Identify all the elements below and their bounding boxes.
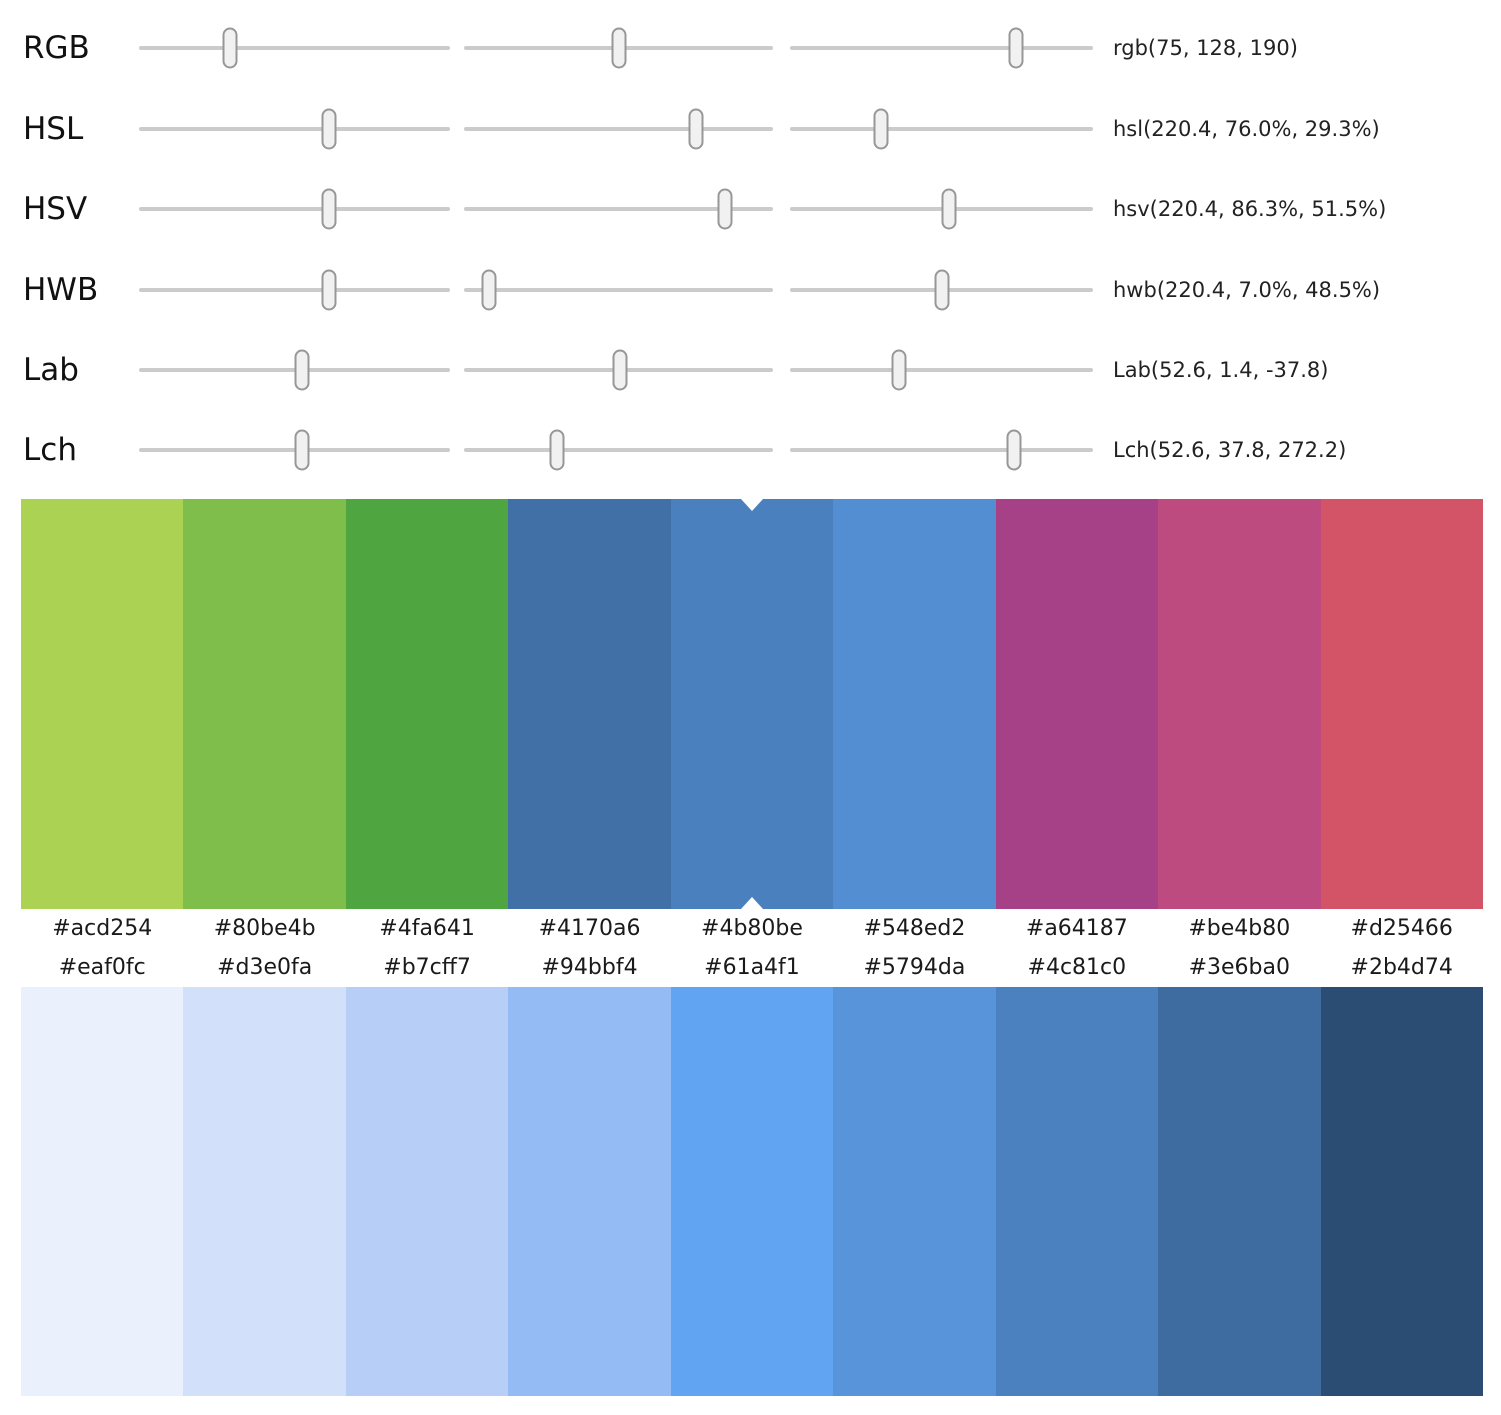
hex-label: #61a4f1 bbox=[704, 955, 800, 980]
slider-row-hwb: HWB hwb(220.4, 7.0%, 48.5%) bbox=[0, 265, 1501, 315]
hex-label: #3e6ba0 bbox=[1188, 955, 1290, 980]
rgb-red-slider-handle[interactable] bbox=[222, 27, 238, 69]
lch-c-slider-track[interactable] bbox=[464, 429, 773, 471]
hex-label: #4170a6 bbox=[538, 915, 641, 941]
hsv-saturation-slider-handle[interactable] bbox=[717, 188, 733, 230]
slider-row-hsl: HSL hsl(220.4, 76.0%, 29.3%) bbox=[0, 104, 1501, 154]
lch-c-slider-handle[interactable] bbox=[549, 429, 565, 471]
lch-h-slider-track[interactable] bbox=[790, 429, 1093, 471]
selected-swatch-marker-top-icon bbox=[740, 499, 763, 511]
palette-bottom-swatch-7[interactable] bbox=[1158, 987, 1321, 1396]
palette-top-swatch-7[interactable] bbox=[1158, 499, 1321, 909]
hsl-lightness-slider-handle[interactable] bbox=[873, 108, 889, 150]
hex-label: #acd254 bbox=[52, 915, 153, 941]
hsl-hue-slider-track[interactable] bbox=[139, 108, 450, 150]
hex-label: #a64187 bbox=[1025, 915, 1128, 941]
palette-top-swatch-6[interactable] bbox=[995, 499, 1159, 909]
slider-row-lab: Lab Lab(52.6, 1.4, -37.8) bbox=[0, 345, 1501, 395]
hex-label: #548ed2 bbox=[863, 915, 966, 941]
hsl-lightness-slider-track[interactable] bbox=[790, 108, 1093, 150]
hex-label: #4b80be bbox=[701, 915, 803, 941]
lab-row-label: Lab bbox=[23, 352, 79, 388]
hwb-hue-slider-handle[interactable] bbox=[321, 269, 337, 311]
hsv-saturation-slider-track[interactable] bbox=[464, 188, 773, 230]
palette-bottom-swatch-5[interactable] bbox=[833, 987, 996, 1396]
hex-label: #2b4d74 bbox=[1350, 955, 1453, 980]
shade-palette-hex-labels: #eaf0fc #d3e0fa #b7cff7 #94bbf4 #61a4f1 … bbox=[21, 948, 1483, 987]
lch-l-slider-track[interactable] bbox=[139, 429, 450, 471]
hsv-value-slider-track[interactable] bbox=[790, 188, 1093, 230]
lab-value-text: Lab(52.6, 1.4, -37.8) bbox=[1113, 358, 1329, 382]
rgb-value-text: rgb(75, 128, 190) bbox=[1113, 36, 1298, 60]
palette-top-swatch-0[interactable] bbox=[21, 499, 184, 909]
rgb-blue-slider-track[interactable] bbox=[790, 27, 1093, 69]
lab-b-slider-handle[interactable] bbox=[891, 349, 907, 391]
rgb-red-slider-track[interactable] bbox=[139, 27, 450, 69]
hsv-row-label: HSV bbox=[23, 191, 88, 227]
hwb-value-text: hwb(220.4, 7.0%, 48.5%) bbox=[1113, 278, 1381, 302]
hsl-value-text: hsl(220.4, 76.0%, 29.3%) bbox=[1113, 117, 1380, 141]
hsv-hue-slider-track[interactable] bbox=[139, 188, 450, 230]
lab-a-slider-track[interactable] bbox=[464, 349, 773, 391]
rgb-green-slider-track[interactable] bbox=[464, 27, 773, 69]
palette-bottom-swatch-4[interactable] bbox=[670, 987, 834, 1396]
hwb-whiteness-slider-handle[interactable] bbox=[481, 269, 497, 311]
hwb-whiteness-slider-track[interactable] bbox=[464, 269, 773, 311]
palette-top-swatch-5[interactable] bbox=[833, 499, 996, 909]
rgb-green-slider-handle[interactable] bbox=[611, 27, 627, 69]
hue-palette-hex-labels: #acd254 #80be4b #4fa641 #4170a6 #4b80be … bbox=[21, 908, 1483, 948]
hsv-value-slider-handle[interactable] bbox=[941, 188, 957, 230]
lch-h-slider-handle[interactable] bbox=[1006, 429, 1022, 471]
hsl-row-label: HSL bbox=[23, 111, 84, 147]
hex-label: #eaf0fc bbox=[58, 955, 146, 980]
hsl-saturation-slider-track[interactable] bbox=[464, 108, 773, 150]
hsl-hue-slider-handle[interactable] bbox=[321, 108, 337, 150]
palette-bottom-swatch-0[interactable] bbox=[21, 987, 184, 1396]
lab-a-slider-handle[interactable] bbox=[612, 349, 628, 391]
lab-b-slider-track[interactable] bbox=[790, 349, 1093, 391]
hwb-blackness-slider-handle[interactable] bbox=[934, 269, 949, 311]
hwb-row-label: HWB bbox=[23, 272, 99, 308]
hex-label: #4fa641 bbox=[379, 915, 475, 941]
hwb-blackness-slider-track[interactable] bbox=[790, 269, 1093, 311]
hex-label: #d25466 bbox=[1350, 915, 1453, 941]
palette-bottom-swatch-8[interactable] bbox=[1320, 987, 1483, 1396]
palette-top-swatch-2[interactable] bbox=[345, 499, 509, 909]
hwb-hue-slider-track[interactable] bbox=[139, 269, 450, 311]
hsv-hue-slider-handle[interactable] bbox=[321, 188, 337, 230]
selected-swatch-marker-bottom-icon bbox=[740, 897, 763, 909]
lab-l-slider-handle[interactable] bbox=[294, 349, 310, 391]
slider-row-rgb: RGB rgb(75, 128, 190) bbox=[0, 23, 1501, 73]
slider-row-hsv: HSV hsv(220.4, 86.3%, 51.5%) bbox=[0, 184, 1501, 234]
palette-bottom-swatch-1[interactable] bbox=[183, 987, 346, 1396]
palette-top-swatch-3[interactable] bbox=[508, 499, 671, 909]
palette-bottom-swatch-6[interactable] bbox=[995, 987, 1159, 1396]
rgb-blue-slider-handle[interactable] bbox=[1008, 27, 1024, 69]
hex-label: #94bbf4 bbox=[541, 955, 638, 980]
slider-row-lch: Lch Lch(52.6, 37.8, 272.2) bbox=[0, 425, 1501, 475]
hex-label: #be4b80 bbox=[1188, 915, 1291, 941]
palette-bottom-swatch-2[interactable] bbox=[345, 987, 509, 1396]
lch-row-label: Lch bbox=[23, 432, 77, 468]
lch-l-slider-handle[interactable] bbox=[294, 429, 310, 471]
palette-top-swatch-1[interactable] bbox=[183, 499, 346, 909]
hsv-value-text: hsv(220.4, 86.3%, 51.5%) bbox=[1113, 197, 1387, 221]
lch-value-text: Lch(52.6, 37.8, 272.2) bbox=[1113, 438, 1347, 462]
hex-label: #5794da bbox=[863, 955, 966, 980]
hex-label: #b7cff7 bbox=[383, 955, 471, 980]
hex-label: #4c81c0 bbox=[1027, 955, 1127, 980]
shade-palette bbox=[21, 987, 1483, 1396]
hue-palette bbox=[21, 499, 1483, 909]
rgb-row-label: RGB bbox=[23, 30, 90, 66]
palette-top-swatch-8[interactable] bbox=[1320, 499, 1483, 909]
hex-label: #d3e0fa bbox=[217, 955, 313, 980]
hex-label: #80be4b bbox=[213, 915, 316, 941]
lab-l-slider-track[interactable] bbox=[139, 349, 450, 391]
palette-top-swatch-4-selected[interactable] bbox=[670, 499, 834, 909]
hsl-saturation-slider-handle[interactable] bbox=[688, 108, 704, 150]
palette-bottom-swatch-3[interactable] bbox=[508, 987, 671, 1396]
